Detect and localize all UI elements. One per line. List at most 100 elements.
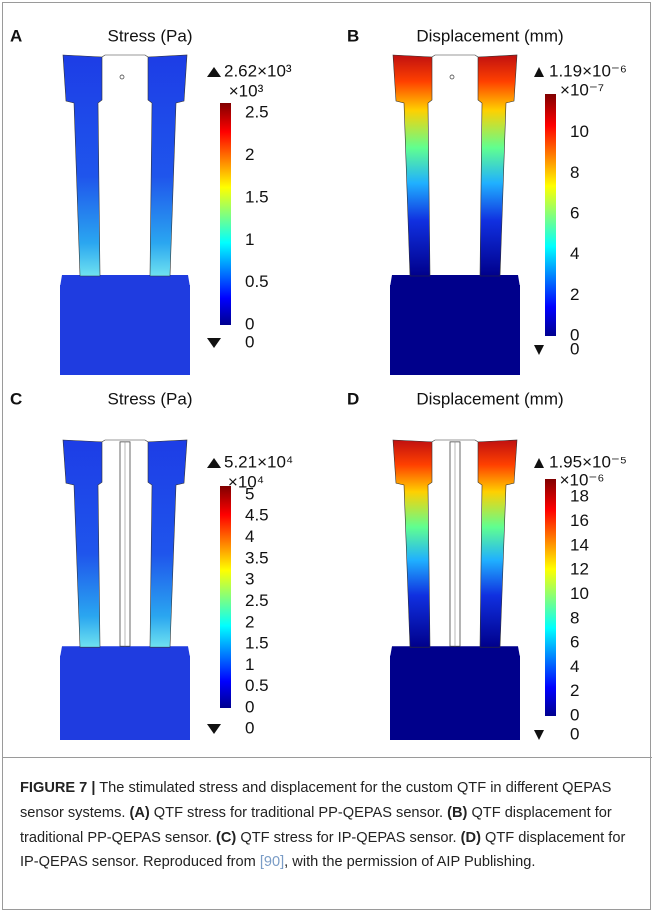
colorbar-tick-label: 2 [570, 681, 579, 700]
figure: A Stress (Pa) 0 0.5 1 1.5 2 2.5 2.62×10³×10³ 0 B Di… [0, 0, 655, 757]
min-label: 0 [245, 718, 254, 737]
colorbar-tick-label: 1 [245, 655, 254, 674]
separator [2, 757, 652, 758]
max-label: 5.21×10⁴ [224, 452, 293, 471]
caption-normal: QTF stress for IP-QEPAS sensor. [236, 830, 460, 846]
panel-label: D [347, 389, 359, 408]
fork-base [390, 656, 520, 740]
panel-label: C [10, 389, 22, 408]
tuning-fork [390, 440, 520, 740]
colorbar-tick-label: 4 [245, 527, 254, 546]
colorbar-tick-label: 8 [570, 163, 579, 182]
left-prong [63, 55, 102, 276]
colorbar-tick-label: 14 [570, 535, 589, 554]
outline [102, 55, 148, 57]
caption: FIGURE 7 | The stimulated stress and dis… [20, 776, 638, 875]
colorbar-tick-label: 6 [570, 203, 579, 222]
panel-title: Displacement (mm) [416, 26, 563, 45]
outline [432, 55, 478, 57]
colorbar-tick-label: 10 [570, 584, 589, 603]
caption-bold: (D) [461, 830, 481, 846]
colorbar-tick-label: 2 [570, 285, 579, 304]
fork-base [60, 656, 190, 740]
caption-bold: (C) [216, 830, 236, 846]
max-marker [207, 67, 221, 77]
colorbar-tick-label: 18 [570, 487, 589, 506]
colorbar-tick-label: 0 [570, 705, 579, 724]
colorbar-tick-label: 4 [570, 244, 579, 263]
rod-hole [120, 75, 124, 79]
fork-base-top [60, 646, 190, 657]
min-marker [207, 724, 221, 734]
tuning-fork [390, 55, 520, 375]
max-marker [207, 458, 221, 468]
colorbar-tick-label: 1.5 [245, 634, 269, 653]
panel-label: B [347, 26, 359, 45]
colorbar-tick-label: 12 [570, 560, 589, 579]
colorbar-tick-label: 0.5 [245, 676, 269, 695]
colorbar [220, 486, 231, 708]
max-label: 2.62×10³ [224, 61, 292, 80]
colorbar [545, 479, 556, 716]
max-marker [534, 67, 544, 77]
colorbar-tick-label: 2 [245, 612, 254, 631]
right-prong [148, 440, 187, 647]
colorbar-tick-label: 2.5 [245, 103, 269, 122]
max-label: 1.19×10⁻⁶ [549, 61, 627, 80]
colorbar [220, 103, 231, 325]
tuning-fork [60, 55, 190, 375]
left-prong [393, 440, 432, 647]
min-marker [534, 730, 544, 740]
min-marker [534, 345, 544, 355]
panel-title: Displacement (mm) [416, 389, 563, 408]
colorbar-tick-label: 16 [570, 511, 589, 530]
min-label: 0 [570, 724, 579, 743]
min-marker [207, 338, 221, 348]
panel-title: Stress (Pa) [107, 389, 192, 408]
fork-base-top [390, 646, 520, 657]
panel-label: A [10, 26, 22, 45]
caption-bold: (B) [447, 805, 467, 821]
colorbar-tick-label: 2 [245, 145, 254, 164]
rod-hole [450, 75, 454, 79]
fork-base-top [60, 275, 190, 287]
min-label: 0 [570, 339, 579, 358]
left-prong [63, 440, 102, 647]
multiplier: ×10⁴ [228, 472, 264, 491]
fork-base [60, 285, 190, 375]
colorbar-tick-label: 1.5 [245, 187, 269, 206]
left-prong [393, 55, 432, 276]
multiplier: ×10⁻⁶ [560, 470, 605, 489]
max-marker [534, 458, 544, 468]
tuning-fork [60, 440, 190, 740]
colorbar-tick-label: 4.5 [245, 506, 269, 525]
multiplier: ×10⁻⁷ [560, 80, 604, 99]
colorbar-tick-label: 0 [245, 314, 254, 333]
max-label: 1.95×10⁻⁵ [549, 452, 627, 471]
right-prong [478, 55, 517, 276]
fork-base [390, 285, 520, 375]
colorbar-tick-label: 3.5 [245, 548, 269, 567]
colorbar-tick-label: 8 [570, 608, 579, 627]
colorbar-tick-label: 1 [245, 230, 254, 249]
caption-normal: QTF stress for traditional PP-QEPAS sens… [150, 805, 447, 821]
right-prong [148, 55, 187, 276]
caption-ref: [90] [260, 854, 284, 870]
right-prong [478, 440, 517, 647]
min-label: 0 [245, 332, 254, 351]
fork-base-top [390, 275, 520, 287]
colorbar-tick-label: 10 [570, 122, 589, 141]
colorbar-tick-label: 0 [245, 697, 254, 716]
colorbar-tick-label: 3 [245, 570, 254, 589]
caption-bold: (A) [129, 805, 149, 821]
colorbar-tick-label: 0.5 [245, 272, 269, 291]
caption-bold: FIGURE 7 | [20, 780, 95, 796]
colorbar-tick-label: 6 [570, 633, 579, 652]
multiplier: ×10³ [229, 81, 264, 100]
caption-normal: , with the permission of AIP Publishing. [284, 854, 535, 870]
page: A Stress (Pa) 0 0.5 1 1.5 2 2.5 2.62×10³×10³ 0 B Di… [0, 0, 655, 914]
colorbar [545, 94, 556, 336]
panel-title: Stress (Pa) [107, 26, 192, 45]
colorbar-tick-label: 4 [570, 657, 579, 676]
colorbar-tick-label: 2.5 [245, 591, 269, 610]
